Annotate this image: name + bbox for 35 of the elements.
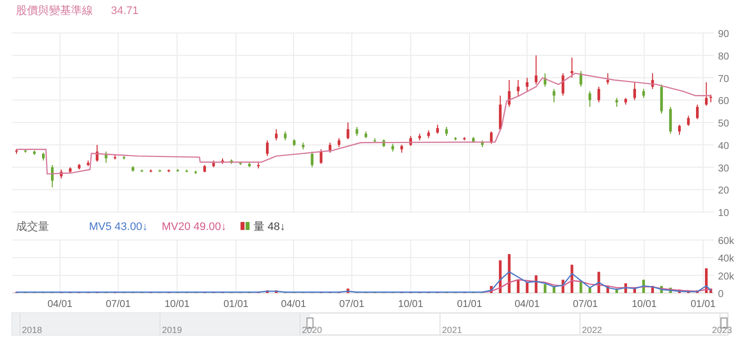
x-tick-label: 01/01 (223, 299, 249, 310)
chart-title: 成交量 (16, 220, 49, 233)
legend: 股價與變基準線 34.71 (16, 5, 139, 17)
y-tick-label: 60k (718, 236, 736, 247)
y-tick-label: 20k (718, 271, 736, 282)
y-tick-label: 10 (718, 208, 730, 219)
y-tick-label: 60 (718, 96, 730, 108)
x-tick-label: 01/01 (457, 299, 482, 310)
x-tick-label: 07/01 (106, 299, 132, 310)
legend: 成交量 MV5 43.00↓ MV20 49.00↓ 量 48↓ (16, 221, 286, 233)
x-tick-label: 04/01 (47, 299, 73, 310)
y-tick-label: 30 (718, 163, 730, 174)
x-tick-label: 07/01 (572, 299, 598, 310)
text: 2018 (22, 325, 42, 335)
y-tick-label: 70 (718, 74, 730, 85)
y-tick-label: 0 (718, 289, 724, 300)
text: 2021 (442, 325, 462, 335)
x-tick-label: 04/01 (514, 299, 540, 310)
text: 2020 (302, 325, 322, 335)
x-tick-label: 10/01 (398, 299, 424, 310)
text: 2022 (582, 325, 602, 335)
y-tick-label: 80 (718, 51, 730, 62)
text: 2019 (162, 325, 182, 335)
y-tick-label: 50 (718, 118, 730, 130)
legend-label: 量 48↓ (254, 221, 286, 233)
x-tick-label: 01/01 (690, 299, 716, 310)
y-tick-label: 40k (718, 254, 736, 265)
y-tick-label: 90 (718, 29, 730, 40)
x-tick-label: 07/01 (339, 299, 365, 310)
x-tick-label: 04/01 (281, 299, 307, 310)
x-tick-label: 10/01 (164, 299, 190, 310)
text: 2023 (712, 325, 732, 335)
x-tick-label: 10/01 (632, 299, 658, 310)
y-tick-label: 40 (718, 140, 730, 152)
y-tick-label: 20 (718, 186, 730, 197)
